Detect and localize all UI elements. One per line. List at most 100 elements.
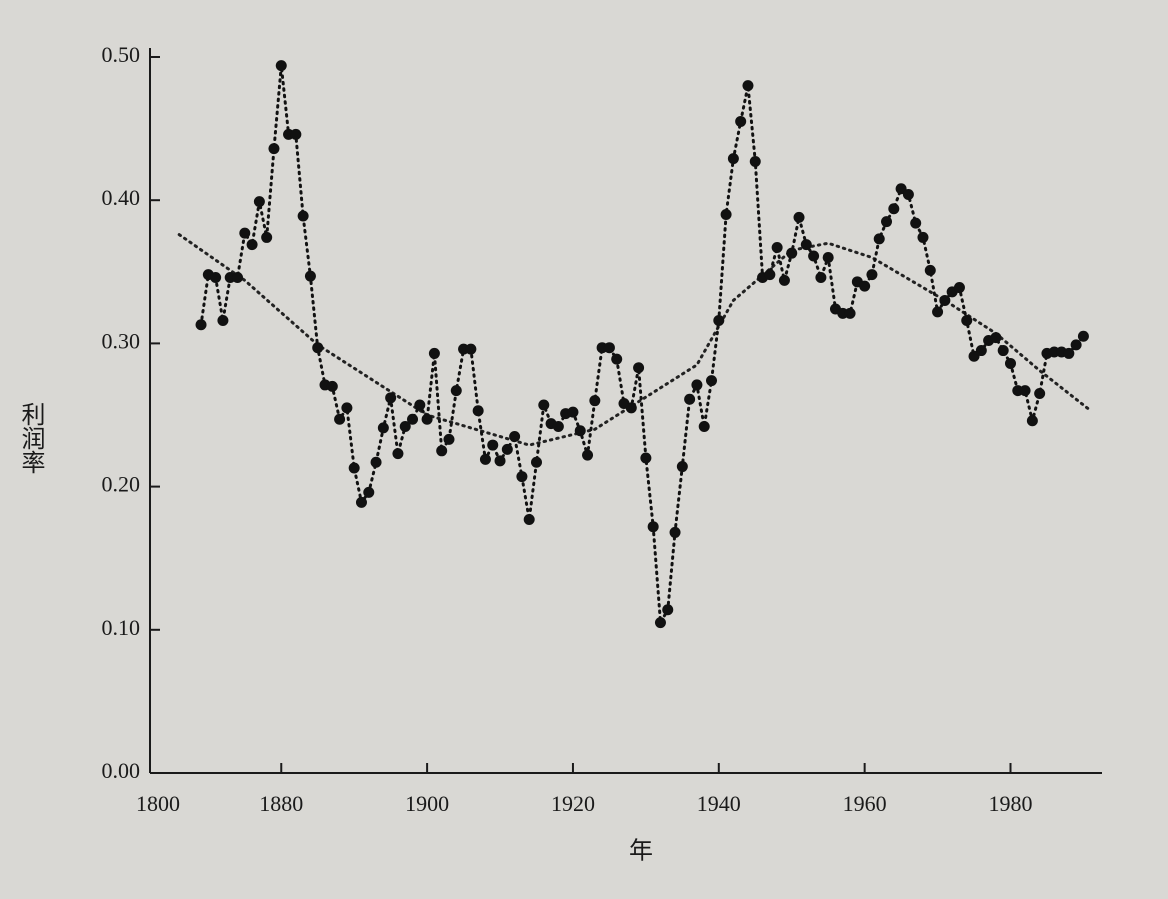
data-point [552, 420, 564, 432]
data-point [808, 250, 820, 262]
x-tick-label: 1880 [259, 791, 303, 816]
data-point [866, 269, 878, 281]
data-point [888, 203, 900, 215]
data-point [436, 445, 448, 457]
x-tick-label: 1940 [697, 791, 741, 816]
x-tick-label: 1900 [405, 791, 449, 816]
data-point [662, 604, 674, 616]
data-point [253, 196, 265, 208]
data-point [574, 425, 586, 437]
data-point [312, 342, 324, 354]
data-point [530, 456, 542, 468]
y-axis-title: 利润率 [17, 402, 45, 474]
data-point [902, 188, 914, 200]
data-point [720, 209, 732, 221]
data-point [647, 521, 659, 533]
data-point [487, 439, 499, 451]
data-point [764, 269, 776, 281]
data-point [1077, 330, 1089, 342]
data-point [625, 402, 637, 414]
y-tick-label: 0.20 [102, 472, 141, 497]
data-point [399, 420, 411, 432]
data-point [363, 486, 375, 498]
data-point [684, 393, 696, 405]
data-point [603, 342, 615, 354]
data-point [1004, 357, 1016, 369]
data-point [443, 433, 455, 445]
data-point [997, 345, 1009, 357]
data-point [538, 399, 550, 411]
data-point [501, 443, 513, 455]
data-point [1034, 388, 1046, 400]
data-point [341, 402, 353, 414]
data-point [961, 314, 973, 326]
data-point [713, 314, 725, 326]
data-point [676, 461, 688, 473]
x-tick-label: 1920 [551, 791, 595, 816]
data-point [355, 496, 367, 508]
data-point [275, 60, 287, 72]
y-tick-label: 0.00 [102, 758, 141, 783]
data-point [261, 231, 273, 243]
data-point [742, 80, 754, 92]
data-point [348, 462, 360, 474]
data-point [290, 128, 302, 140]
data-point [407, 413, 419, 425]
data-point [479, 453, 491, 465]
data-point [917, 231, 929, 243]
data-point [793, 211, 805, 223]
data-point [334, 413, 346, 425]
data-point [297, 210, 309, 222]
data-point [924, 264, 936, 276]
y-axis-label: 利润率 [17, 402, 45, 474]
data-point [421, 413, 433, 425]
data-point [953, 282, 965, 294]
data-point [727, 153, 739, 165]
data-point [377, 422, 389, 434]
data-point [239, 227, 251, 239]
data-point [392, 448, 404, 460]
data-point [633, 362, 645, 374]
data-point [217, 314, 229, 326]
data-point [749, 156, 761, 168]
data-point [786, 247, 798, 259]
y-tick-label: 0.10 [102, 615, 141, 640]
data-point [691, 379, 703, 391]
data-point [232, 272, 244, 284]
data-point [370, 456, 382, 468]
data-line [199, 65, 1085, 628]
data-point [873, 233, 885, 245]
data-point [706, 375, 718, 387]
data-point [910, 217, 922, 229]
data-point [385, 392, 397, 404]
x-tick-label: 1960 [843, 791, 887, 816]
data-point [582, 449, 594, 461]
data-point [326, 380, 338, 392]
data-point [815, 272, 827, 284]
data-point [494, 455, 506, 467]
data-point [771, 241, 783, 253]
data-point [859, 280, 871, 292]
data-point [611, 353, 623, 365]
data-point [268, 143, 280, 155]
y-tick-label: 0.30 [102, 328, 141, 353]
data-point [465, 343, 477, 355]
data-point [509, 430, 521, 442]
data-point [669, 526, 681, 538]
data-point [800, 239, 812, 251]
data-point [640, 452, 652, 464]
data-point [932, 306, 944, 318]
x-tick-label: 1980 [988, 791, 1032, 816]
data-point [516, 471, 528, 483]
data-point [654, 617, 666, 629]
data-point [1026, 415, 1038, 427]
data-point [1063, 347, 1075, 359]
data-point [735, 115, 747, 127]
data-point [1070, 339, 1082, 351]
y-tick-label: 0.40 [102, 185, 141, 210]
data-point [1019, 385, 1031, 397]
data-point [844, 307, 856, 319]
data-point [428, 347, 440, 359]
data-point [450, 385, 462, 397]
